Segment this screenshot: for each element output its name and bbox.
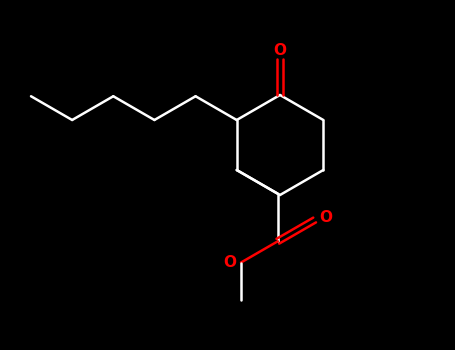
Text: O: O xyxy=(223,255,237,270)
Text: O: O xyxy=(319,210,332,225)
Text: O: O xyxy=(273,42,287,57)
